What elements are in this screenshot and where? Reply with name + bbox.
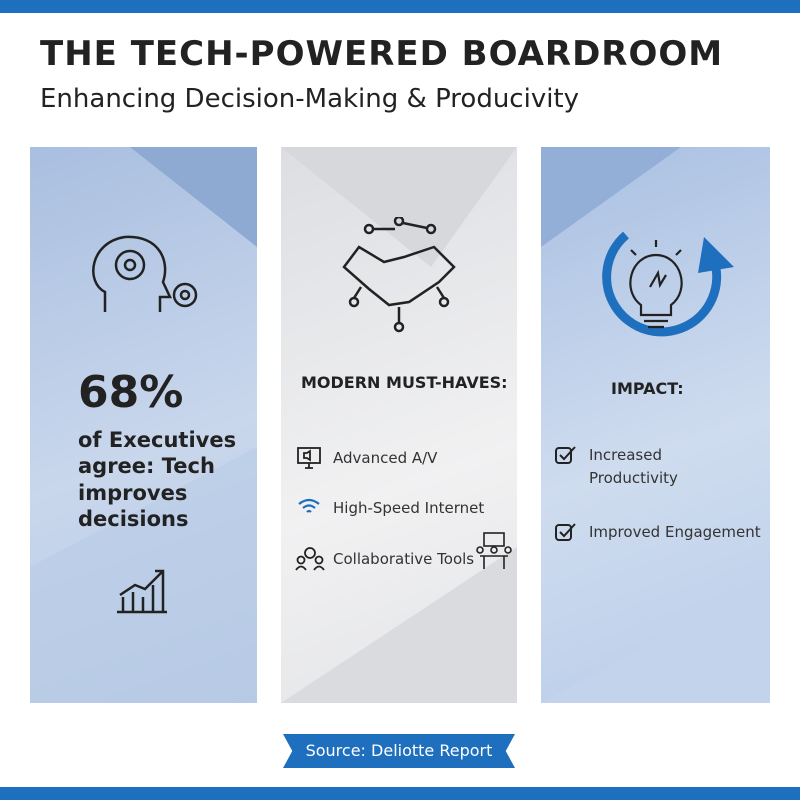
brain-icon bbox=[92, 235, 198, 312]
check-icon bbox=[555, 446, 576, 464]
top-bar bbox=[0, 0, 800, 13]
subtitle: Enhancing Decision-Making & Producivity bbox=[40, 84, 580, 114]
panel-shapes bbox=[281, 147, 517, 703]
stat-panel: 68% of Executives agree: Tech improves d… bbox=[30, 147, 257, 703]
impact-panel: IMPACT: Increased Productivity Improved … bbox=[541, 147, 770, 703]
chart-icon bbox=[117, 569, 167, 614]
item: High-Speed Internet bbox=[333, 499, 485, 517]
panel-shapes bbox=[30, 147, 257, 703]
wifi-icon bbox=[298, 498, 320, 513]
source-ribbon: Source: Deliotte Report bbox=[283, 734, 515, 768]
panel-shapes bbox=[541, 147, 770, 703]
people-icon bbox=[295, 547, 325, 571]
heading: MODERN MUST-HAVES: bbox=[301, 373, 508, 392]
heading: IMPACT: bbox=[611, 379, 684, 398]
bulb-icon bbox=[602, 231, 734, 337]
handshake-icon bbox=[342, 217, 456, 333]
bottom-bar bbox=[0, 787, 800, 800]
stat-value: 68% bbox=[78, 367, 184, 418]
check-icon bbox=[555, 523, 576, 541]
musthaves-panel: MODERN MUST-HAVES: Advanced A/V High-Spe… bbox=[281, 147, 517, 703]
item: Improved Engagement bbox=[589, 523, 761, 541]
item: Advanced A/V bbox=[333, 449, 438, 467]
item: Collaborative Tools bbox=[333, 550, 475, 568]
av-icon bbox=[297, 447, 321, 469]
item: Increased Productivity bbox=[589, 446, 678, 487]
meeting-icon bbox=[476, 532, 512, 569]
stat-text: of Executives agree: Tech improves decis… bbox=[78, 428, 237, 531]
title: THE TECH-POWERED BOARDROOM bbox=[40, 34, 724, 74]
